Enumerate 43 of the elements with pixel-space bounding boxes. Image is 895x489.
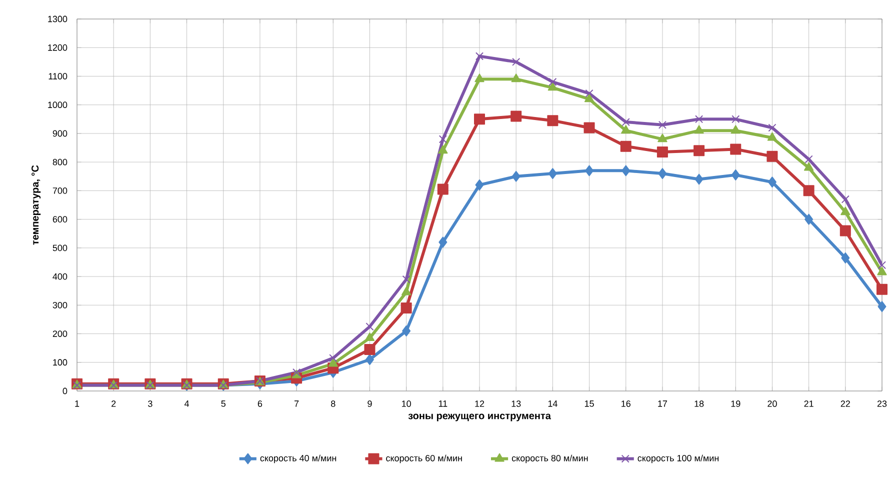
x-tick-label: 9 [368,400,372,407]
x-tick-label: 8 [331,400,336,407]
legend-label: скорость 40 м/мин [260,454,336,464]
y-tick-label: 200 [52,330,68,337]
x-tick-label: 21 [804,400,814,407]
y-tick-label: 400 [52,273,68,280]
x-tick-label: 7 [294,400,299,407]
x-tick-label: 6 [258,400,262,407]
y-axis-title: температура, °С [32,165,41,245]
x-tick-label: 10 [402,400,411,407]
x-tick-label: 13 [512,400,521,407]
y-tick-label: 100 [53,359,68,366]
y-tick-label: 600 [52,216,68,222]
y-tick-label: 800 [52,158,68,166]
legend-label: скорость 60 м/мин [386,454,462,464]
x-tick-label: 16 [622,400,630,407]
x-tick-label: 5 [221,400,226,407]
y-tick-label: 1300 [48,16,68,22]
x-tick-label: 18 [694,400,704,407]
x-tick-label: 3 [148,400,152,407]
y-tick-label: 1200 [48,44,68,51]
y-tick-label: 1000 [48,102,68,108]
x-tick-label: 2 [112,400,116,407]
x-tick-label: 20 [768,400,777,407]
y-tick-label: 0 [62,388,68,394]
x-tick-label: 4 [184,400,190,407]
x-tick-label: 22 [840,400,850,407]
x-tick-label: 15 [584,400,594,407]
x-tick-label: 19 [731,400,740,407]
y-tick-label: 500 [52,244,68,252]
x-tick-label: 23 [877,400,887,407]
legend-label: скорость 100 м/мин [638,454,719,464]
legend-label: скорость 80 м/мин [512,454,588,464]
x-tick-label: 17 [658,400,667,407]
x-tick-label: 12 [475,400,484,407]
x-tick-label: 1 [75,400,80,407]
y-tick-label: 900 [52,130,68,137]
x-tick-label: 11 [438,400,448,407]
x-tick-label: 14 [548,400,558,407]
y-tick-label: 300 [52,302,68,308]
x-axis-title: зоны режущего инструмента [408,414,551,422]
y-tick-label: 700 [52,187,68,194]
y-tick-label: 1100 [48,73,68,80]
